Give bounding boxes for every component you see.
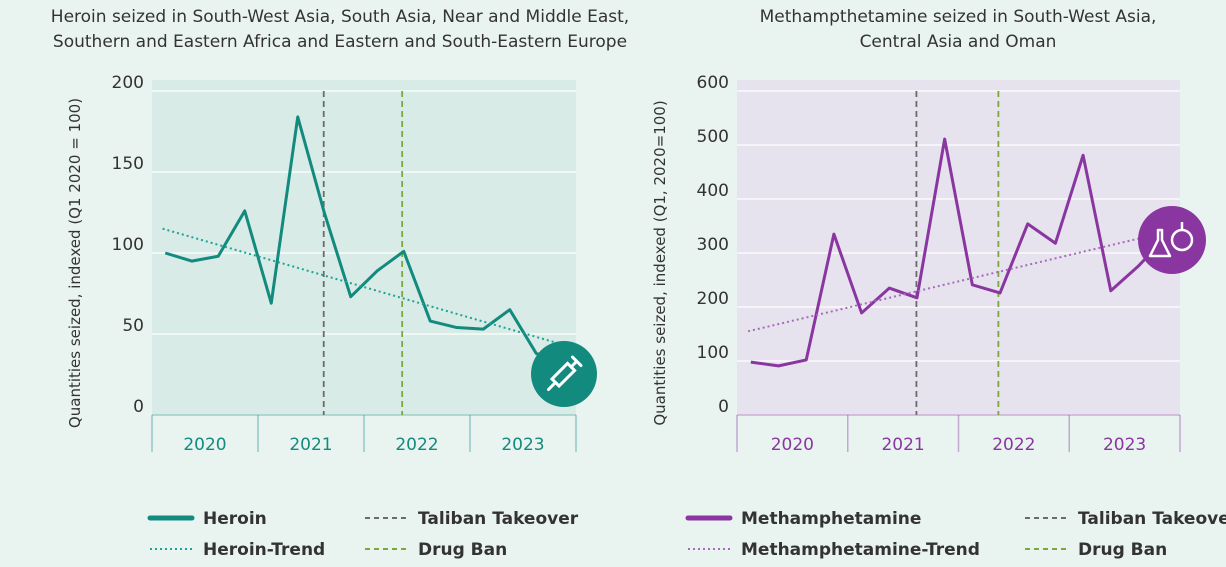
chart-title: Heroin seized in South-West Asia, South … [51,7,629,27]
legend-label: Taliban Takeover [1078,509,1226,529]
legend-label: Heroin [203,509,267,529]
plot-background [737,80,1180,415]
x-tick-label: 2023 [1103,435,1146,455]
y-tick-label: 200 [112,73,144,93]
x-tick-label: 2022 [992,435,1035,455]
y-tick-label: 300 [697,235,729,255]
legend-label: Drug Ban [1078,540,1167,560]
data-line [750,137,1168,368]
chart-title: Southern and Eastern Africa and Eastern … [53,32,627,52]
legend-label: Taliban Takeover [418,509,579,529]
y-tick-label: 0 [133,397,144,417]
chart-title: Methampthetamine seized in South-West As… [760,7,1157,27]
x-tick-label: 2021 [289,435,332,455]
x-tick-label: 2020 [771,435,814,455]
x-tick-label: 2020 [183,435,226,455]
y-tick-label: 150 [112,154,144,174]
layer: Heroin seized in South-West Asia, South … [51,7,1226,560]
flask-icon [1138,206,1206,274]
y-axis-label: Quantities seized, indexed (Q1 2020 = 10… [66,98,84,428]
legend-label: Methamphetamine-Trend [741,540,980,560]
x-tick-label: 2023 [501,435,544,455]
legend-label: Heroin-Trend [203,540,325,560]
x-tick-label: 2022 [395,435,438,455]
y-tick-label: 100 [112,235,144,255]
y-tick-label: 50 [122,316,144,336]
legend-label: Methamphetamine [741,509,921,529]
y-tick-label: 200 [697,289,729,309]
y-tick-label: 500 [697,127,729,147]
y-tick-label: 100 [697,343,729,363]
y-tick-label: 600 [697,73,729,93]
y-axis-label: Quantities seized, indexed (Q1, 2020=100… [651,100,669,425]
x-tick-label: 2021 [881,435,924,455]
syringe-icon [531,341,597,407]
trend-line [747,230,1170,333]
y-tick-label: 0 [718,397,729,417]
chart-title: Central Asia and Oman [860,32,1057,52]
y-tick-label: 400 [697,181,729,201]
plot-background [152,80,576,415]
legend-label: Drug Ban [418,540,507,560]
data-line [164,115,564,363]
